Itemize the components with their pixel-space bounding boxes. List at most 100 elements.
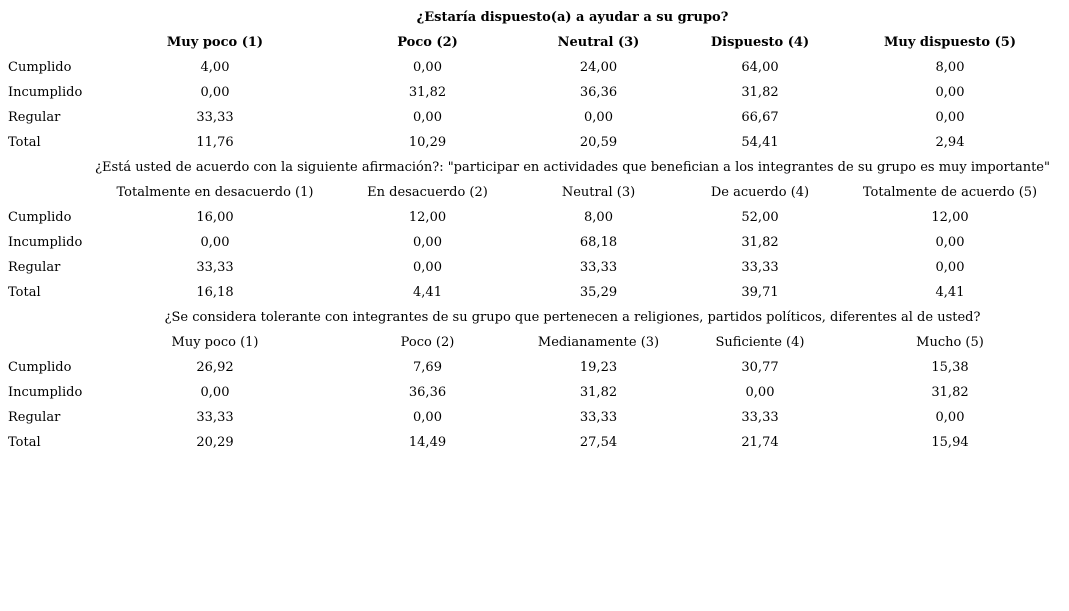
table-cell: 4,41 <box>413 285 442 300</box>
table-cell: 68,18 <box>579 235 618 250</box>
table-cell: 20,59 <box>579 135 618 150</box>
table-cell: 21,74 <box>741 435 779 450</box>
table-cell: 30,77 <box>741 360 779 375</box>
column-header: Poco (2) <box>400 335 455 350</box>
row-label: Cumplido <box>8 360 72 375</box>
table-cell: 66,67 <box>741 110 779 125</box>
section-title: ¿Estaría dispuesto(a) a ayudar a su grup… <box>416 10 729 25</box>
table-cell: 15,38 <box>931 360 969 375</box>
table-cell: 0,00 <box>935 85 965 100</box>
table-cell: 0,00 <box>413 60 442 75</box>
table-cell: 24,00 <box>579 60 618 75</box>
table-cell: 10,29 <box>408 135 447 150</box>
table-cell: 0,00 <box>200 385 230 400</box>
column-header: De acuerdo (4) <box>710 185 810 200</box>
table-cell: 16,18 <box>196 285 234 300</box>
header-row: Muy poco (1) Poco (2) Neutral (3) Dispue… <box>0 30 1069 55</box>
table-cell: 36,36 <box>579 85 618 100</box>
table-cell: 4,41 <box>935 285 965 300</box>
table-cell: 4,00 <box>200 60 230 75</box>
column-header: Mucho (5) <box>916 335 984 350</box>
table-cell: 8,00 <box>584 210 613 225</box>
table-cell: 15,94 <box>931 435 969 450</box>
table-cell: 52,00 <box>741 210 779 225</box>
table-cell: 0,00 <box>745 385 775 400</box>
row-label: Regular <box>8 110 61 125</box>
table-cell: 36,36 <box>408 385 447 400</box>
row-label: Total <box>8 435 41 450</box>
table-row: Regular 33,33 0,00 33,33 33,33 0,00 <box>0 405 1069 430</box>
row-label: Cumplido <box>8 210 72 225</box>
column-header: Dispuesto (4) <box>710 35 810 50</box>
table-cell: 0,00 <box>200 235 230 250</box>
row-label: Cumplido <box>8 60 72 75</box>
table-cell: 2,94 <box>935 135 965 150</box>
column-header: En desacuerdo (2) <box>367 185 488 200</box>
table-cell: 33,33 <box>741 260 779 275</box>
table-cell: 33,33 <box>579 260 618 275</box>
section-title: ¿Se considera tolerante con integrantes … <box>164 310 981 325</box>
table-cell: 33,33 <box>741 410 779 425</box>
survey-section-3: ¿Se considera tolerante con integrantes … <box>0 305 1069 455</box>
table-cell: 0,00 <box>935 410 965 425</box>
table-cell: 33,33 <box>196 410 234 425</box>
table-cell: 8,00 <box>935 60 965 75</box>
table-cell: 19,23 <box>579 360 618 375</box>
corner-cell <box>0 30 110 55</box>
table-cell: 0,00 <box>935 110 965 125</box>
table-cell: 64,00 <box>741 60 779 75</box>
row-label: Regular <box>8 410 61 425</box>
column-header: Poco (2) <box>397 35 458 50</box>
table-cell: 7,69 <box>413 360 442 375</box>
column-header: Medianamente (3) <box>537 335 660 350</box>
table-cell: 0,00 <box>935 260 965 275</box>
table-cell: 0,00 <box>413 235 442 250</box>
table-cell: 0,00 <box>413 260 442 275</box>
table-cell: 33,33 <box>196 110 234 125</box>
table-row: Incumplido 0,00 0,00 68,18 31,82 0,00 <box>0 230 1069 255</box>
row-label: Total <box>8 285 41 300</box>
row-label: Total <box>8 135 41 150</box>
table-cell: 20,29 <box>196 435 234 450</box>
table-cell: 31,82 <box>741 85 779 100</box>
table-row: Incumplido 0,00 36,36 31,82 0,00 31,82 <box>0 380 1069 405</box>
column-header: Totalmente de acuerdo (5) <box>862 185 1038 200</box>
table-cell: 33,33 <box>579 410 618 425</box>
table-cell: 33,33 <box>196 260 234 275</box>
column-header: Muy dispuesto (5) <box>884 35 1016 50</box>
column-header: Suficiente (4) <box>715 335 805 350</box>
table-cell: 0,00 <box>413 110 442 125</box>
table-cell: 12,00 <box>408 210 447 225</box>
table-row: Cumplido 4,00 0,00 24,00 64,00 8,00 <box>0 55 1069 80</box>
table-cell: 16,00 <box>196 210 234 225</box>
table-cell: 31,82 <box>408 85 447 100</box>
row-label: Regular <box>8 260 61 275</box>
column-header: Neutral (3) <box>561 185 636 200</box>
table-row: Incumplido 0,00 31,82 36,36 31,82 0,00 <box>0 80 1069 105</box>
table-cell: 31,82 <box>579 385 618 400</box>
table-cell: 26,92 <box>196 360 234 375</box>
header-row: Totalmente en desacuerdo (1) En desacuer… <box>0 180 1069 205</box>
header-row: Muy poco (1) Poco (2) Medianamente (3) S… <box>0 330 1069 355</box>
table-row: Total 11,76 10,29 20,59 54,41 2,94 <box>0 130 1069 155</box>
corner-cell <box>0 330 110 355</box>
column-header: Muy poco (1) <box>166 35 264 50</box>
row-label: Incumplido <box>8 85 83 100</box>
table-row: Total 16,18 4,41 35,29 39,71 4,41 <box>0 280 1069 305</box>
table-cell: 39,71 <box>741 285 779 300</box>
table-cell: 27,54 <box>579 435 618 450</box>
column-header: Neutral (3) <box>557 35 640 50</box>
table-cell: 12,00 <box>931 210 969 225</box>
table-cell: 31,82 <box>931 385 969 400</box>
table-cell: 54,41 <box>741 135 779 150</box>
table-cell: 11,76 <box>196 135 234 150</box>
table-cell: 31,82 <box>741 235 779 250</box>
corner-cell <box>0 180 110 205</box>
table-cell: 0,00 <box>413 410 442 425</box>
row-label: Incumplido <box>8 235 83 250</box>
table-cell: 35,29 <box>579 285 618 300</box>
table-cell: 0,00 <box>200 85 230 100</box>
table-row: Regular 33,33 0,00 33,33 33,33 0,00 <box>0 255 1069 280</box>
table-row: Cumplido 26,92 7,69 19,23 30,77 15,38 <box>0 355 1069 380</box>
